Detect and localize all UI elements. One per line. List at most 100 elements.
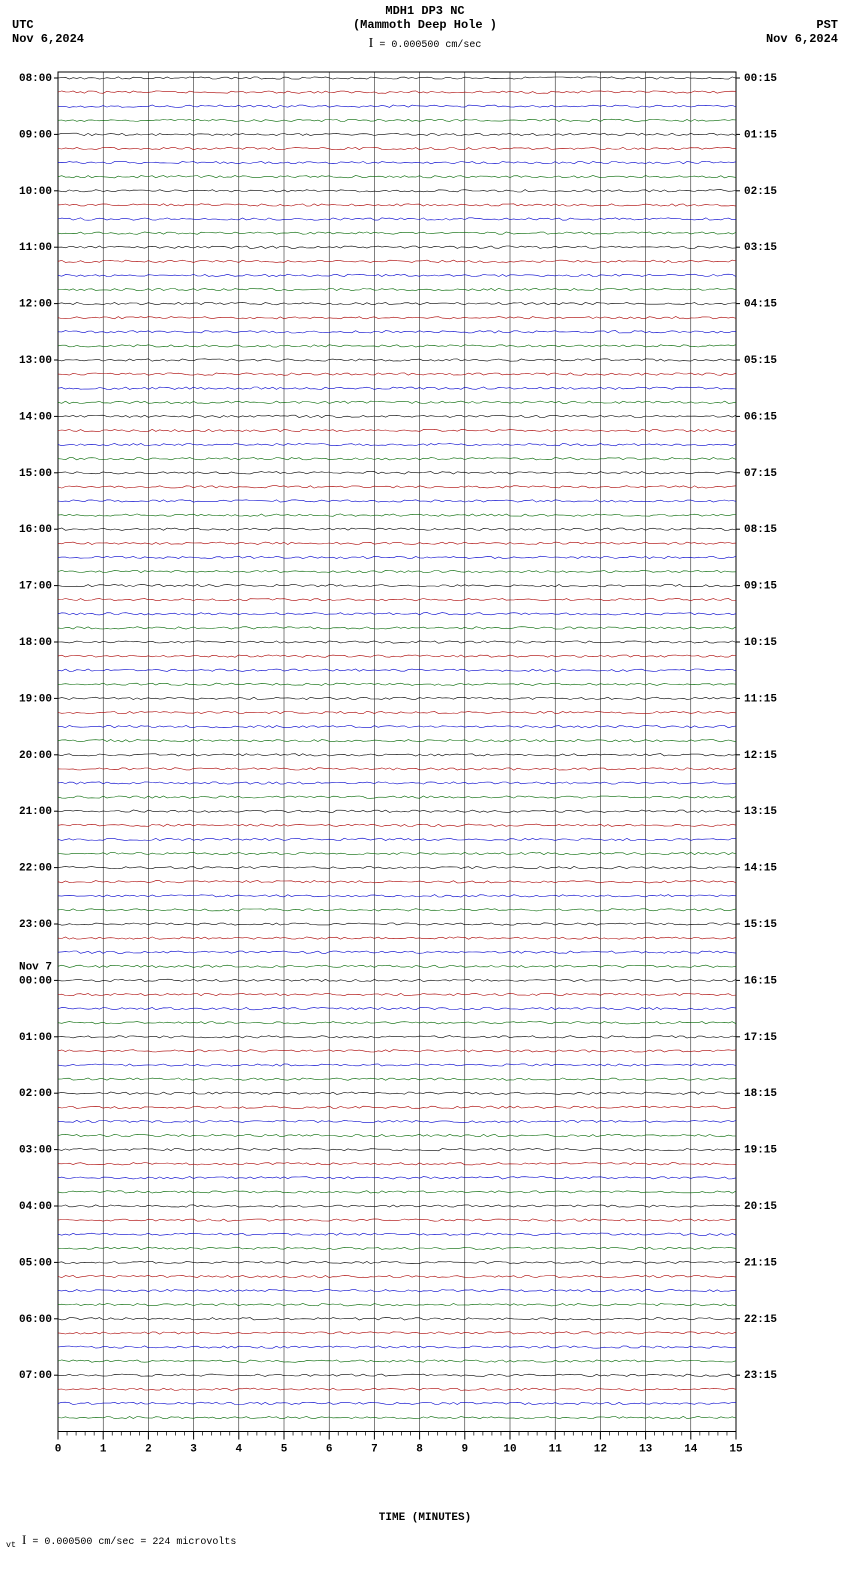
seismic-trace [58, 401, 736, 403]
seismic-trace [58, 415, 736, 417]
seismic-trace [58, 260, 736, 262]
seismic-trace [58, 556, 736, 558]
seismic-trace [58, 119, 736, 121]
utc-tick-label: Nov 7 [19, 961, 52, 973]
utc-tick-label: 15:00 [19, 468, 52, 480]
seismic-trace [58, 147, 736, 149]
utc-tick-label: 21:00 [19, 806, 52, 818]
seismic-trace [58, 486, 736, 488]
x-tick-label: 6 [326, 1444, 333, 1456]
seismic-trace [58, 824, 736, 826]
seismic-trace [58, 584, 736, 586]
seismic-trace [58, 1304, 736, 1306]
seismic-trace [58, 204, 736, 206]
x-tick-label: 10 [503, 1444, 516, 1456]
utc-label: UTC Nov 6,2024 [12, 18, 84, 46]
pst-tick-label: 02:15 [744, 186, 777, 198]
seismic-trace [58, 359, 736, 361]
pst-tick-label: 05:15 [744, 355, 777, 367]
seismic-trace [58, 725, 736, 727]
pst-tick-label: 16:15 [744, 975, 777, 987]
seismic-trace [58, 655, 736, 657]
x-tick-label: 12 [594, 1444, 607, 1456]
seismic-trace [58, 669, 736, 671]
seismic-trace [58, 881, 736, 883]
seismic-trace [58, 443, 736, 445]
seismic-trace [58, 951, 736, 953]
seismic-trace [58, 852, 736, 854]
pst-tick-label: 10:15 [744, 637, 777, 649]
seismic-trace [58, 613, 736, 615]
pst-tick-label: 01:15 [744, 129, 777, 141]
seismic-trace [58, 796, 736, 798]
x-axis-label: TIME (MINUTES) [0, 1512, 850, 1524]
seismic-trace [58, 1374, 736, 1376]
pst-tick-label: 12:15 [744, 750, 777, 762]
seismic-trace [58, 1022, 736, 1024]
seismic-trace [58, 740, 736, 742]
seismic-trace [58, 754, 736, 756]
seismic-trace [58, 570, 736, 572]
seismic-trace [58, 965, 736, 967]
pst-tick-label: 00:15 [744, 73, 777, 85]
seismic-trace [58, 161, 736, 163]
x-tick-label: 7 [371, 1444, 378, 1456]
pst-tick-label: 13:15 [744, 806, 777, 818]
seismic-trace [58, 1233, 736, 1235]
seismic-trace [58, 1134, 736, 1136]
pst-tick-label: 17:15 [744, 1032, 777, 1044]
seismic-trace [58, 1120, 736, 1122]
pst-date: Nov 6,2024 [766, 32, 838, 46]
x-tick-label: 4 [235, 1444, 242, 1456]
utc-tick-label: 03:00 [19, 1145, 52, 1157]
utc-tick-label: 17:00 [19, 581, 52, 593]
seismic-trace [58, 302, 736, 304]
seismic-trace [58, 317, 736, 319]
seismic-trace [58, 1318, 736, 1320]
x-tick-label: 13 [639, 1444, 653, 1456]
seismic-trace [58, 91, 736, 93]
seismic-trace [58, 542, 736, 544]
utc-tick-label: 23:00 [19, 919, 52, 931]
station-subtitle: (Mammoth Deep Hole ) [0, 18, 850, 32]
seismic-trace [58, 429, 736, 431]
seismic-trace [58, 768, 736, 770]
seismic-trace [58, 458, 736, 460]
plot-area: 08:0009:0010:0011:0012:0013:0014:0015:00… [0, 70, 850, 1510]
seismic-trace [58, 711, 736, 713]
seismic-trace [58, 373, 736, 375]
seismic-trace [58, 838, 736, 840]
x-tick-label: 1 [100, 1444, 107, 1456]
seismic-trace [58, 1346, 736, 1348]
seismic-trace [58, 274, 736, 276]
seismic-trace [58, 1219, 736, 1221]
seismic-trace [58, 627, 736, 629]
seismic-trace [58, 472, 736, 474]
utc-tick-label: 11:00 [19, 242, 52, 254]
utc-tick-label: 10:00 [19, 186, 52, 198]
seismic-trace [58, 683, 736, 685]
seismic-trace [58, 77, 736, 79]
seismic-trace [58, 190, 736, 192]
scale-bar-icon: I [369, 36, 374, 51]
seismic-trace [58, 1332, 736, 1334]
seismic-trace [58, 1064, 736, 1066]
seismic-trace [58, 697, 736, 699]
seismic-trace [58, 1275, 736, 1277]
x-tick-label: 14 [684, 1444, 698, 1456]
pst-tick-label: 15:15 [744, 919, 777, 931]
station-title: MDH1 DP3 NC [0, 0, 850, 18]
scale-bar-icon: I [22, 1532, 26, 1547]
seismic-trace [58, 528, 736, 530]
scale-label: I = 0.000500 cm/sec [0, 36, 850, 52]
seismic-trace [58, 1148, 736, 1150]
x-tick-label: 3 [190, 1444, 197, 1456]
utc-tick-label: 01:00 [19, 1032, 52, 1044]
pst-tick-label: 04:15 [744, 299, 777, 311]
scale-text: = 0.000500 cm/sec [379, 40, 481, 51]
seismic-trace [58, 1007, 736, 1009]
x-tick-label: 0 [55, 1444, 62, 1456]
x-tick-label: 9 [461, 1444, 468, 1456]
pst-label: PST Nov 6,2024 [766, 18, 838, 46]
utc-tz: UTC [12, 18, 34, 32]
